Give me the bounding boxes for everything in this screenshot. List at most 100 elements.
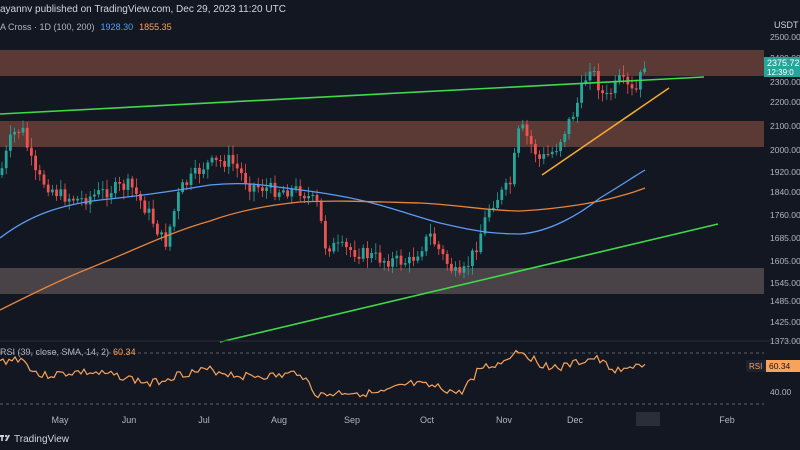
candle-body [618, 75, 621, 81]
ma100-value: 1928.30 [100, 22, 134, 32]
candle-body [328, 248, 331, 252]
green-ascending-trendline-top [0, 76, 705, 115]
candle-body [374, 252, 378, 254]
candle-body [441, 249, 445, 254]
candle-body [46, 184, 50, 193]
price-tick-label: 1373.00 [770, 336, 800, 346]
price-axis[interactable]: 2500.002400.002300.002200.002100.002000.… [770, 32, 800, 346]
candle-body [416, 256, 420, 261]
candle-body [235, 163, 239, 169]
candle-body [67, 198, 71, 202]
candle-body [622, 75, 625, 77]
candle-body [248, 183, 252, 192]
candle-body [479, 233, 483, 253]
candle-body [324, 220, 327, 249]
candle-body [483, 217, 487, 234]
price-tick-label: 2000.00 [770, 145, 800, 155]
publisher-text: ayannv published on TradingView.com, Dec… [0, 4, 286, 15]
ma200-value: 1855.35 [139, 22, 172, 32]
rsi-legend[interactable]: RSI (39, close, SMA, 14, 2) 60.34 [0, 346, 136, 358]
candle-body [471, 250, 474, 266]
candle-body [525, 124, 529, 137]
candle-body [88, 196, 92, 205]
publisher-header: ayannv published on TradingView.com, Dec… [0, 0, 800, 19]
tradingview-logo-icon [0, 435, 10, 442]
candle-body [529, 136, 533, 145]
currency-label: USDT [774, 20, 799, 30]
candle-body [395, 255, 399, 259]
candle-body [282, 190, 285, 193]
resistance-zone-upper [0, 50, 764, 76]
candle-body [59, 189, 63, 197]
price-tick-label: 2300.00 [770, 77, 800, 87]
candle-body [429, 233, 432, 237]
candle-body [592, 71, 596, 73]
candle-body [13, 131, 16, 135]
brand-name: TradingView [14, 434, 70, 445]
candle-body [114, 181, 117, 194]
candle-body [101, 189, 105, 191]
candle-body [227, 154, 231, 167]
candle-body [76, 198, 79, 201]
candle-body [424, 236, 428, 252]
rsi-legend-label: RSI (39, close, SMA, 14, 2) [0, 347, 110, 357]
candle-body [202, 169, 205, 174]
candle-body [584, 80, 588, 84]
candle-body [332, 242, 336, 252]
orange-ascending-trendline [541, 87, 670, 176]
candle-body [571, 116, 575, 119]
candle-body [181, 182, 184, 193]
candle-body [298, 186, 302, 196]
candle-body [462, 266, 466, 273]
candle-body [160, 232, 163, 235]
last-price-value: 2375.72 [767, 58, 800, 68]
candle-body [643, 68, 646, 73]
candle-body [513, 152, 516, 185]
candle-body [105, 189, 109, 198]
candle-body [294, 186, 298, 189]
candle-body [567, 118, 571, 134]
candle-body [353, 250, 357, 257]
candle-body [504, 182, 508, 190]
indicator-name: A Cross · 1D (100, 200) [0, 22, 95, 32]
candle-body [366, 247, 369, 259]
candle-body [139, 193, 142, 201]
price-tick-label: 2500.00 [770, 32, 800, 42]
candle-body [613, 80, 617, 94]
candle-body [256, 184, 260, 188]
candle-body [550, 151, 554, 155]
ma-cross-legend[interactable]: A Cross · 1D (100, 200) 1928.30 1855.35 [0, 20, 172, 34]
time-tick-label: Oct [420, 415, 435, 425]
candle-body [508, 182, 512, 185]
candle-body [135, 187, 138, 194]
candle-body [408, 256, 411, 264]
time-tick-label: Feb [719, 415, 735, 425]
candle-body [466, 265, 470, 267]
candle-body [563, 133, 567, 142]
rsi-name-tag [746, 360, 766, 372]
candle-body [277, 192, 281, 197]
candle-body [240, 168, 243, 174]
candle-body [403, 263, 407, 265]
candle-body [4, 150, 8, 169]
candle-body [55, 189, 58, 197]
price-tick-label: 1685.00 [770, 233, 800, 243]
price-tick-label: 1425.00 [770, 317, 800, 327]
candle-body [500, 189, 504, 200]
support-zone [0, 268, 764, 294]
candle-body [492, 207, 495, 210]
time-tick-label: Dec [567, 415, 584, 425]
candle-body [143, 200, 147, 213]
candle-body [265, 187, 268, 191]
price-tick-label: 2200.00 [770, 97, 800, 107]
candle-body [378, 252, 382, 263]
candle-body [269, 182, 273, 188]
candle-body [118, 181, 121, 184]
candle-body [345, 241, 348, 248]
candle-body [198, 167, 201, 174]
time-tick-label: Jul [198, 415, 210, 425]
time-tick-label: Jun [122, 415, 137, 425]
candle-body [38, 170, 42, 175]
candle-body [319, 200, 323, 221]
